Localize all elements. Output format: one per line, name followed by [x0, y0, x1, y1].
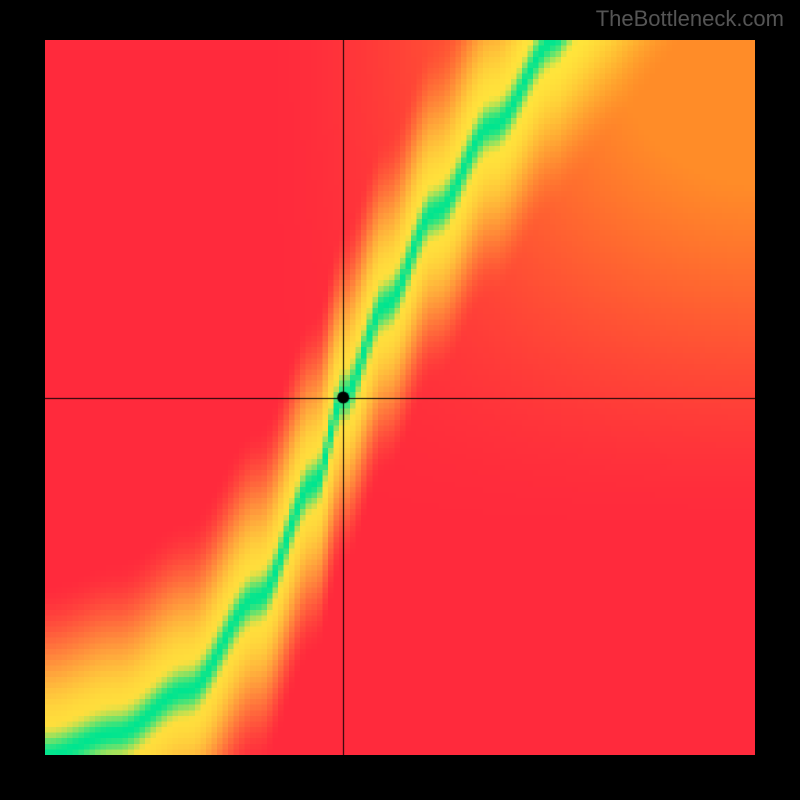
figure-container: TheBottleneck.com: [0, 0, 800, 800]
crosshair-overlay: [45, 40, 755, 755]
watermark-text: TheBottleneck.com: [596, 6, 784, 32]
